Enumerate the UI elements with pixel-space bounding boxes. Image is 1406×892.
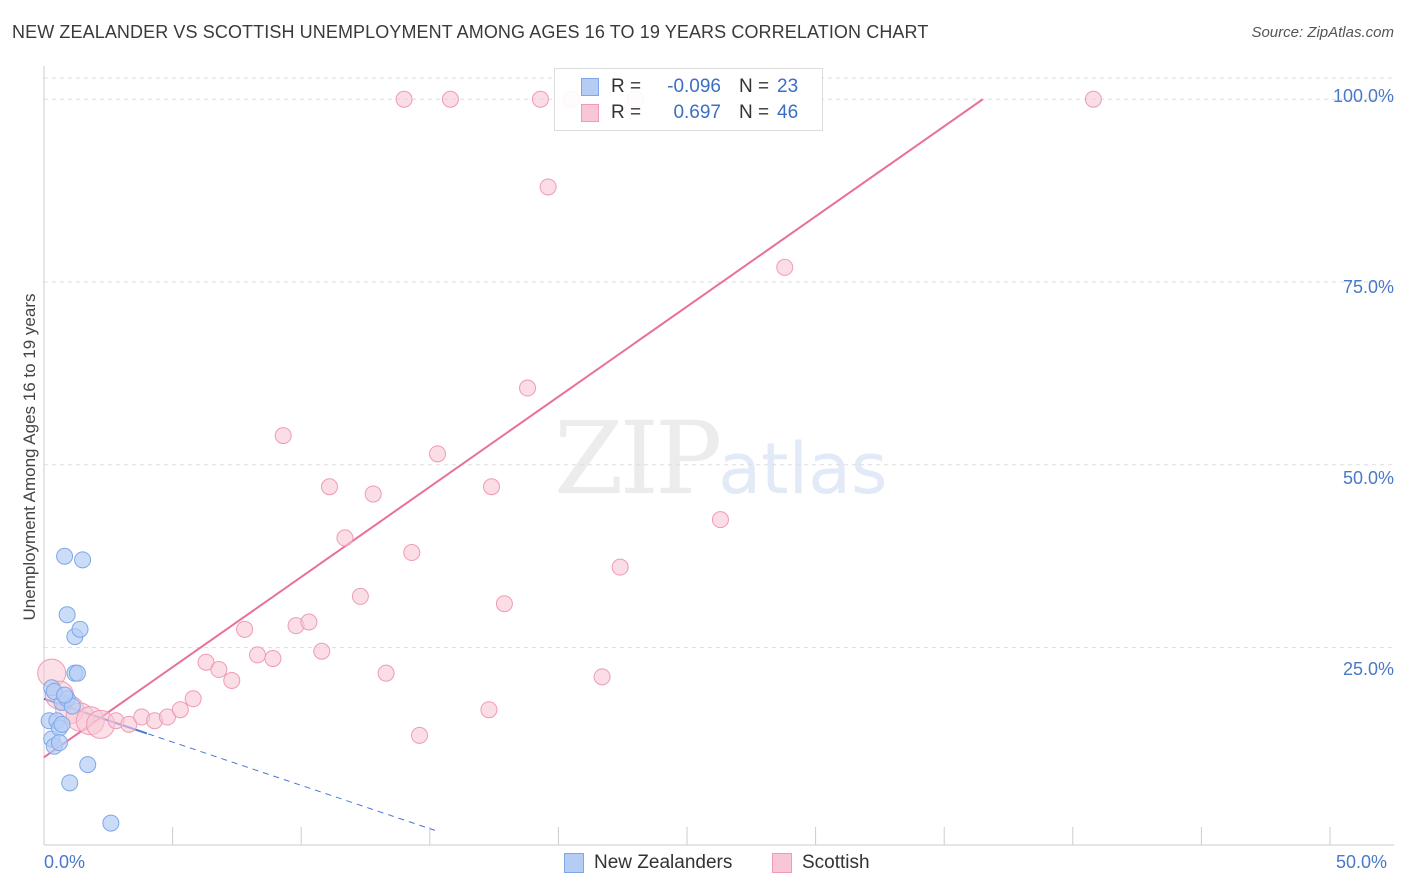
y-tick-label-75: 75.0% [1342,277,1394,297]
scottish-point-36 [519,379,537,397]
new-zealander-point-18 [74,551,92,569]
scottish-point-40 [593,668,611,686]
scottish-point-31 [429,445,447,463]
new-zealander-point-19 [79,756,97,774]
y-tick-label-25: 25.0% [1342,659,1394,679]
scottish-point-12 [184,690,202,708]
scottish-point-16 [236,620,254,638]
scottish-point-33 [480,701,498,719]
legend-item-new-zealanders[interactable]: New Zealanders [564,852,732,874]
scottish-point-14 [210,661,228,679]
scottish-point-26 [364,485,382,503]
scottish-point-19 [274,427,292,445]
scottish-point-27 [377,664,395,682]
legend-swatch-blue [564,853,584,873]
new-zealander-point-9 [56,547,74,565]
scottish-point-38 [539,178,557,196]
trend-line-scottish [43,98,984,759]
new-zealander-point-6 [50,734,68,752]
new-zealander-point-22 [56,686,74,704]
scottish-point-24 [336,529,354,547]
scottish-point-15 [223,671,241,689]
scottish-point-32 [441,90,459,108]
legend-swatch-pink [772,853,792,873]
legend-label-scottish: Scottish [802,852,870,873]
scottish-point-30 [411,726,429,744]
watermark: ZIPatlas [554,400,887,517]
source-credit: Source: ZipAtlas.com [1251,24,1394,41]
scottish-point-44 [776,258,794,276]
scottish-point-29 [403,544,421,562]
new-zealander-point-7 [53,715,71,733]
scottish-point-18 [264,650,282,668]
scottish-point-41 [611,558,629,576]
watermark-zip: ZIP [554,400,722,517]
pink-swatch [581,104,599,122]
scottish-point-21 [300,613,318,631]
n-label: N = [739,102,770,123]
n-value: 23 [777,76,799,97]
scottish-point-7 [120,715,138,733]
stats-row-scottish: R = 0.697 N = 46 [581,101,798,125]
scottish-point-45 [1084,90,1102,108]
r-label: R = [611,102,642,123]
scottish-point-43 [711,511,729,529]
legend-label-new-zealanders: New Zealanders [594,852,733,873]
scottish-point-22 [313,642,331,660]
scottish-point-35 [495,595,513,613]
new-zealander-point-11 [58,606,76,624]
y-tick-label-50: 50.0% [1342,468,1394,488]
n-value: 46 [777,102,799,123]
legend-item-scottish[interactable]: Scottish [772,852,870,874]
scottish-point-10 [158,708,176,726]
scottish-point-13 [197,653,215,671]
r-label: R = [611,76,642,97]
watermark-atlas: atlas [718,428,888,510]
blue-swatch [581,78,599,96]
x-tick-label-max: 50.0% [1336,852,1388,872]
scottish-point-28 [395,90,413,108]
new-zealander-point-16 [68,664,86,682]
x-tick-label-min: 0.0% [44,852,86,872]
new-zealander-point-20 [102,814,120,832]
scottish-point-25 [351,587,369,605]
new-zealander-point-17 [71,620,89,638]
stats-row-new-zealanders: R = -0.096 N = 23 [581,75,798,99]
scottish-point-37 [531,90,549,108]
chart-title: NEW ZEALANDER VS SCOTTISH UNEMPLOYMENT A… [12,22,929,42]
r-value: 0.697 [673,102,721,123]
scottish-point-34 [483,478,501,496]
stats-legend: R = -0.096 N = 23 R = 0.697 N = 46 [554,68,823,131]
y-tick-label-100: 100.0% [1332,86,1394,106]
n-label: N = [739,76,770,97]
scottish-point-23 [320,478,338,496]
scottish-point-17 [248,646,266,664]
new-zealander-point-12 [61,774,79,792]
r-value: -0.096 [667,76,721,97]
y-axis-label: Unemployment Among Ages 16 to 19 years [20,293,39,621]
scottish-point-11 [171,701,189,719]
